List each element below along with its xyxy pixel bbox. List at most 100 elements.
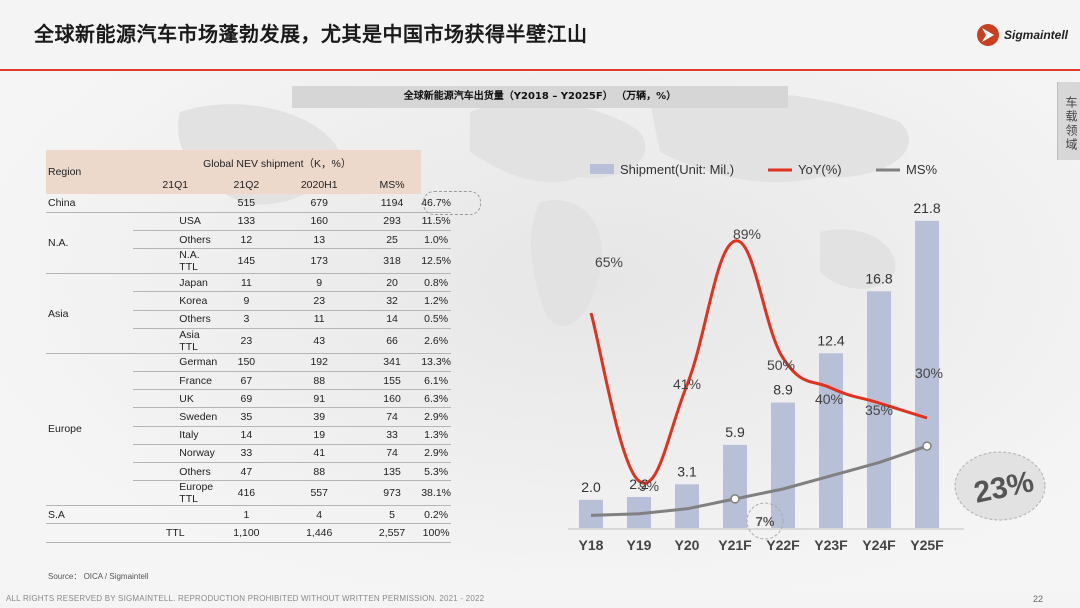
x-tick-label: Y18: [579, 537, 604, 553]
bar-shipment: [819, 353, 843, 528]
region-cell: [46, 523, 134, 543]
value-cell: 9: [217, 291, 276, 311]
subregion-cell: Europe TTL: [133, 480, 218, 507]
col-header: 21Q1: [133, 176, 218, 195]
table-row: Korea 9 23 32 1.2%: [46, 291, 451, 311]
subregion-cell: TTL: [133, 523, 218, 543]
subregion-cell: Norway: [133, 444, 218, 463]
col-header: 2020H1: [275, 176, 363, 195]
region-header: Region: [46, 150, 134, 195]
subregion-cell: Others: [133, 230, 218, 250]
table-row: S.A 1 4 5 0.2%: [46, 505, 451, 525]
value-cell: 1.2%: [421, 291, 451, 311]
value-cell: 35: [217, 407, 276, 427]
col-header: 21Q2: [217, 176, 276, 195]
table-row: UK 69 91 160 6.3%: [46, 389, 451, 409]
value-cell: 155: [362, 371, 422, 391]
value-cell: 33: [217, 444, 276, 463]
ms-point: [922, 441, 932, 451]
yoy-line: [589, 239, 928, 485]
value-cell: 13: [275, 230, 363, 250]
table-row: Norway 33 41 74 2.9%: [46, 444, 451, 463]
value-cell: 515: [217, 194, 276, 213]
value-cell: 13.3%: [421, 353, 451, 373]
table-row: Italy 14 19 33 1.3%: [46, 426, 451, 445]
value-cell: 25: [362, 230, 422, 250]
value-cell: 2.9%: [421, 407, 451, 427]
value-cell: 33: [362, 426, 422, 445]
table-row: N.A. USA 133 160 293 11.5%: [46, 212, 451, 275]
subregion-cell: Japan: [133, 273, 218, 293]
bar-value-label: 5.9: [725, 424, 745, 440]
table-row: Europe TTL 416 557 973 38.1%: [46, 480, 451, 507]
subregion-cell: [133, 194, 218, 213]
value-cell: 160: [275, 212, 363, 232]
yoy-value-label: 41%: [673, 376, 701, 392]
subregion-cell: N.A. TTL: [133, 248, 218, 275]
value-cell: 6.1%: [421, 371, 451, 391]
value-cell: 3: [217, 310, 276, 329]
table-row: N.A. TTL 145 173 318 12.5%: [46, 248, 451, 275]
logo-text: Sigmaintell: [1004, 28, 1069, 42]
page-title: 全球新能源汽车市场蓬勃发展，尤其是中国市场获得半壁江山: [34, 22, 588, 46]
bar-value-label: 3.1: [677, 463, 697, 479]
subregion-cell: Korea: [133, 291, 218, 311]
value-cell: 39: [275, 407, 363, 427]
value-cell: 5.3%: [421, 462, 451, 482]
subregion-cell: UK: [133, 389, 218, 409]
value-cell: 9: [275, 273, 363, 293]
value-cell: 192: [275, 353, 363, 373]
yoy-value-label: 89%: [733, 226, 761, 242]
value-cell: 0.8%: [421, 273, 451, 293]
bar-value-label: 8.9: [773, 382, 793, 398]
value-cell: 150: [217, 353, 276, 373]
subregion-cell: [133, 505, 218, 525]
value-cell: 69: [217, 389, 276, 409]
sigmaintell-logo-icon: [977, 24, 999, 46]
value-cell: 416: [217, 480, 276, 507]
value-cell: 1,100: [217, 523, 276, 543]
region-cell: Europe: [46, 353, 134, 507]
table-row: China 515 679 1194 46.7%: [46, 191, 481, 216]
value-cell: 43: [275, 328, 363, 354]
table-row: TTL 1,100 1,446 2,557 100%: [46, 523, 451, 543]
value-cell: 1: [217, 505, 276, 525]
value-cell: 11: [275, 310, 363, 329]
value-cell: 2.6%: [421, 328, 451, 354]
value-cell: 12.5%: [421, 248, 451, 275]
subregion-cell: Asia TTL: [133, 328, 218, 354]
value-cell: 32: [362, 291, 422, 311]
page-number: 22: [1033, 594, 1044, 604]
value-cell: 74: [362, 444, 422, 463]
bar-value-label: 16.8: [865, 270, 892, 286]
table-row: Asia TTL 23 43 66 2.6%: [46, 328, 451, 354]
region-cell: N.A.: [46, 212, 134, 275]
col-header: MS%: [362, 176, 422, 195]
value-cell: 11: [217, 273, 276, 293]
value-cell: 341: [362, 353, 422, 373]
subregion-cell: France: [133, 371, 218, 391]
ms-line: [590, 444, 928, 517]
bar-shipment: [915, 220, 939, 528]
copyright-footer: ALL RIGHTS RESERVED BY SIGMAINTELL. REPR…: [6, 594, 485, 603]
legend-label-ms: MS%: [906, 162, 938, 177]
table-row: Others 3 11 14 0.5%: [46, 310, 451, 329]
subregion-cell: Others: [133, 462, 218, 482]
table-row: Others 12 13 25 1.0%: [46, 230, 451, 250]
side-tab[interactable]: 车载领域: [1057, 82, 1080, 160]
bar-shipment: [723, 444, 747, 528]
subregion-cell: USA: [133, 212, 218, 232]
ms-point: [730, 494, 740, 504]
group-header: Global NEV shipment（K，%）: [133, 150, 422, 176]
value-cell: 293: [362, 212, 422, 232]
value-cell: 14: [362, 310, 422, 329]
value-cell: 11.5%: [421, 212, 451, 232]
value-cell: 41: [275, 444, 363, 463]
value-cell: 12: [217, 230, 276, 250]
subregion-cell: German: [133, 353, 218, 373]
value-cell: 1194: [362, 194, 422, 213]
x-tick-label: Y19: [627, 537, 652, 553]
value-cell: 23: [217, 328, 276, 354]
value-cell: 173: [275, 248, 363, 275]
x-tick-label: Y23F: [814, 537, 848, 553]
